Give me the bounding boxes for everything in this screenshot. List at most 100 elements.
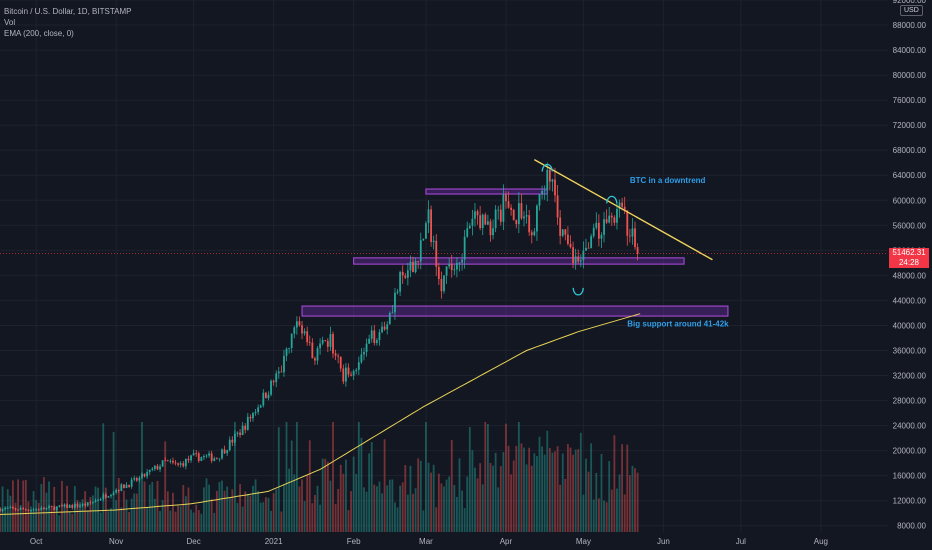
annotations[interactable]: BTC in a downtrend Big support around 41-… xyxy=(627,176,729,329)
volume-bar xyxy=(42,477,45,532)
time-axis-bg[interactable] xyxy=(0,532,932,550)
y-tick-label: 48000.00 xyxy=(893,271,927,280)
candle-body xyxy=(587,247,590,249)
candle-body xyxy=(257,407,260,413)
volume-bar xyxy=(355,473,358,532)
support-zone xyxy=(301,305,729,317)
ema-line[interactable] xyxy=(0,313,641,515)
candle-body xyxy=(252,413,254,419)
volume-bar xyxy=(319,504,321,532)
volume-bar xyxy=(285,422,288,532)
candle-body xyxy=(61,505,63,507)
candle-body xyxy=(517,203,520,225)
candle-body xyxy=(530,232,533,236)
candle-body xyxy=(350,374,352,376)
volume-bar xyxy=(30,506,32,532)
candle-body xyxy=(456,262,458,270)
currency-badge[interactable]: USD xyxy=(900,5,923,16)
y-tick-label: 20000.00 xyxy=(893,447,927,456)
volume-bar xyxy=(587,471,590,532)
support-zones[interactable] xyxy=(301,188,729,317)
volume-bar xyxy=(499,466,502,532)
volume-bar xyxy=(50,505,53,532)
volume-bar xyxy=(458,458,461,532)
downtrend-line[interactable] xyxy=(534,158,713,261)
legend-ema[interactable]: EMA (200, close, 0) xyxy=(4,29,74,38)
y-tick-label: 60000.00 xyxy=(893,196,927,205)
candle-body xyxy=(453,269,456,271)
volume-bar xyxy=(128,511,130,532)
volume-bar xyxy=(623,494,626,532)
candle-body xyxy=(308,342,311,344)
candle-body xyxy=(417,260,420,262)
volume-bar xyxy=(419,460,422,532)
candle-body xyxy=(440,279,443,292)
volume-bar xyxy=(329,480,332,532)
volume-bar xyxy=(190,509,192,532)
candle-body xyxy=(120,484,123,491)
candle-body xyxy=(610,215,613,218)
candle-body xyxy=(125,484,128,488)
candle-body xyxy=(143,473,146,477)
candle-body xyxy=(17,509,19,511)
candle-body xyxy=(146,472,149,477)
volume-bar xyxy=(79,501,81,532)
price-axis[interactable]: 8000.00 12000.00 16000.00 20000.00 24000.00 2… xyxy=(893,0,927,531)
volume-bar xyxy=(195,504,198,532)
candle-body xyxy=(99,499,102,501)
candle-body xyxy=(107,496,110,498)
candle-body xyxy=(264,392,267,399)
candle-body xyxy=(228,439,231,451)
candle-body xyxy=(200,457,203,461)
volume-bar xyxy=(208,484,210,532)
candle-body xyxy=(301,325,303,334)
volume-bar xyxy=(427,462,430,532)
candle-body xyxy=(430,209,432,243)
candle-body xyxy=(520,203,523,219)
candle-body xyxy=(184,458,187,467)
volume-bar xyxy=(99,512,102,532)
legend-volume[interactable]: Vol xyxy=(4,18,16,27)
candle-body xyxy=(249,416,252,419)
volume-bar xyxy=(97,487,99,532)
volume-bar xyxy=(306,475,309,532)
volume-bar xyxy=(130,498,133,532)
x-tick-label: May xyxy=(576,537,591,546)
candle-body xyxy=(241,425,244,436)
volume-bar xyxy=(533,453,536,532)
x-tick-label: Jul xyxy=(736,537,746,546)
candle-body xyxy=(177,463,180,465)
candle-body xyxy=(295,321,298,328)
volume-bar xyxy=(252,485,254,532)
volume-bar xyxy=(324,458,327,532)
legend-symbol[interactable]: Bitcoin / U.S. Dollar, 1D, BITSTAMP xyxy=(4,7,132,16)
volume-bar xyxy=(303,501,306,532)
highlight-arcs[interactable] xyxy=(541,163,618,296)
time-axis[interactable]: Oct Nov Dec 2021 Feb Mar Apr May Jun Jul Aug xyxy=(30,537,828,546)
candle-body xyxy=(254,412,257,414)
x-tick-label: 2021 xyxy=(265,537,283,546)
volume-bar xyxy=(316,485,319,532)
volume-bar xyxy=(577,449,580,532)
last-price-countdown: 24:28 xyxy=(898,258,920,267)
volume-bar xyxy=(107,511,110,532)
candle-body xyxy=(468,225,471,229)
volume-bar xyxy=(234,422,236,532)
candle-body xyxy=(290,333,293,348)
candle-body xyxy=(613,217,616,223)
volume-bar xyxy=(262,502,265,532)
volume-bar xyxy=(314,494,316,532)
volume-bar xyxy=(365,491,368,532)
volume-bar xyxy=(231,489,234,532)
candle-body xyxy=(6,508,9,509)
volume-bar xyxy=(567,444,569,532)
candle-body xyxy=(396,291,399,293)
y-tick-label: 84000.00 xyxy=(893,46,927,55)
volume-bar xyxy=(226,486,229,532)
volume-bar xyxy=(138,481,141,532)
volume-bar xyxy=(479,463,482,532)
volume-bar xyxy=(301,479,303,532)
candle-body xyxy=(445,266,448,276)
candle-body xyxy=(40,507,43,511)
